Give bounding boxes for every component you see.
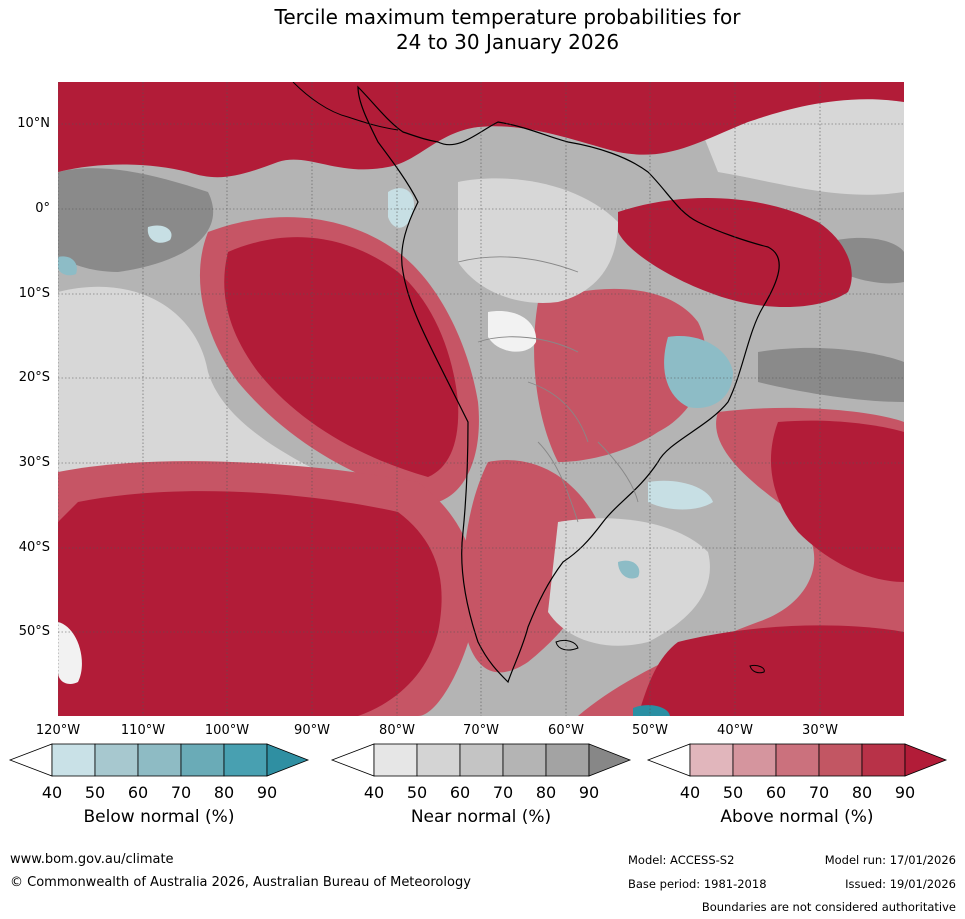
lat-label-50s: 50°S	[18, 624, 50, 639]
region-below-mid	[58, 256, 77, 276]
cbar-near-tick: 40	[363, 783, 385, 802]
region-near-dark	[758, 347, 904, 402]
region-above-strong	[618, 198, 852, 307]
lon-label-40w: 40°W	[717, 723, 753, 738]
region-white	[488, 311, 537, 352]
gridlines	[58, 82, 904, 716]
cbar-below-tick: 40	[41, 783, 63, 802]
colorbar-near-normal	[330, 743, 632, 777]
footer-model-run: Model run: 17/01/2026	[824, 853, 956, 867]
map-title: Tercile maximum temperature probabilitie…	[0, 5, 965, 55]
region-near-light	[548, 518, 710, 646]
region-near-light	[698, 98, 904, 195]
title-line-2: 24 to 30 January 2026	[395, 30, 620, 54]
colorbar-below-label: Below normal (%)	[83, 807, 235, 827]
lat-label-20s: 20°S	[18, 370, 50, 385]
cbar-above-seg-1	[689, 743, 734, 777]
region-below-strong	[633, 705, 670, 716]
probability-map	[58, 82, 904, 716]
cbar-near-seg-0	[330, 743, 375, 777]
cbar-below-tick: 50	[84, 783, 106, 802]
lat-label-40s: 40°S	[18, 540, 50, 555]
colorbar-above-normal	[646, 743, 948, 777]
colorbar-below-normal	[8, 743, 310, 777]
cbar-near-tick: 50	[406, 783, 428, 802]
map-canvas	[58, 82, 904, 716]
cbar-below-tick: 70	[170, 783, 192, 802]
cbar-near-tick: 70	[492, 783, 514, 802]
cbar-above-tick: 60	[765, 783, 787, 802]
region-below-light	[648, 480, 713, 510]
cbar-below-seg-4	[180, 743, 225, 777]
lon-label-50w: 50°W	[632, 723, 668, 738]
cbar-above-seg-0	[646, 743, 691, 777]
lon-label-70w: 70°W	[463, 723, 499, 738]
cbar-above-tick: 50	[722, 783, 744, 802]
lon-label-120w: 120°W	[35, 723, 81, 738]
lon-label-60w: 60°W	[548, 723, 584, 738]
footer-issued: Issued: 19/01/2026	[845, 877, 956, 891]
cbar-above-seg-5	[861, 743, 906, 777]
cbar-above-tick: 80	[851, 783, 873, 802]
region-above-strong	[770, 420, 904, 582]
footer-model: Model: ACCESS-S2	[628, 853, 735, 867]
region-above-strong	[58, 82, 904, 178]
cbar-below-seg-3	[137, 743, 182, 777]
cbar-near-seg-4	[502, 743, 547, 777]
cbar-above-tick: 90	[894, 783, 916, 802]
cbar-below-tick: 60	[127, 783, 149, 802]
lat-label-0: 0°	[35, 201, 50, 216]
coastline-central-america	[292, 82, 399, 131]
region-white	[58, 622, 82, 684]
cbar-above-tick: 40	[679, 783, 701, 802]
cbar-near-seg-3	[459, 743, 504, 777]
cbar-below-tick: 80	[213, 783, 235, 802]
cbar-below-seg-2	[94, 743, 139, 777]
cbar-below-seg-0	[8, 743, 53, 777]
cbar-below-seg-1	[51, 743, 96, 777]
coastline-south-georgia	[749, 665, 765, 674]
lon-label-90w: 90°W	[294, 723, 330, 738]
region-below-light	[147, 225, 172, 243]
region-above-strong	[638, 625, 904, 716]
cbar-above-seg-3	[775, 743, 820, 777]
region-above-strong	[224, 237, 459, 477]
lat-label-10s: 10°S	[18, 286, 50, 301]
cbar-below-seg-5	[223, 743, 268, 777]
coastline-falklands	[555, 639, 579, 651]
cbar-near-tick: 90	[578, 783, 600, 802]
region-near-dark	[58, 168, 214, 272]
cbar-above-tick: 70	[808, 783, 830, 802]
lon-label-110w: 110°W	[120, 723, 166, 738]
cbar-near-seg-1	[373, 743, 418, 777]
cbar-below-seg-6	[266, 743, 310, 777]
cbar-near-seg-6	[588, 743, 632, 777]
cbar-above-seg-2	[732, 743, 777, 777]
footer-website: www.bom.gov.au/climate	[10, 852, 174, 867]
cbar-near-tick: 80	[535, 783, 557, 802]
lon-label-100w: 100°W	[204, 723, 250, 738]
country-border	[457, 256, 639, 523]
colorbar-above-label: Above normal (%)	[720, 807, 874, 827]
footer-boundaries: Boundaries are not considered authoritat…	[701, 900, 956, 914]
colorbar-near-label: Near normal (%)	[410, 807, 552, 827]
region-below-mid	[664, 336, 733, 408]
cbar-above-seg-4	[818, 743, 863, 777]
coastline	[357, 85, 780, 684]
cbar-near-seg-5	[545, 743, 590, 777]
cbar-near-tick: 60	[449, 783, 471, 802]
lat-label-30s: 30°S	[18, 455, 50, 470]
cbar-near-seg-2	[416, 743, 461, 777]
region-below-light	[388, 188, 414, 228]
footer-base-period: Base period: 1981-2018	[628, 877, 767, 891]
cbar-above-seg-6	[904, 743, 948, 777]
title-line-1: Tercile maximum temperature probabilitie…	[274, 5, 741, 29]
lat-label-10n: 10°N	[17, 116, 50, 131]
lon-label-30w: 30°W	[802, 723, 838, 738]
footer-copyright: © Commonwealth of Australia 2026, Austra…	[10, 875, 471, 890]
cbar-below-tick: 90	[256, 783, 278, 802]
region-below-mid	[618, 560, 640, 579]
region-above-strong	[58, 491, 442, 716]
lon-label-80w: 80°W	[379, 723, 415, 738]
